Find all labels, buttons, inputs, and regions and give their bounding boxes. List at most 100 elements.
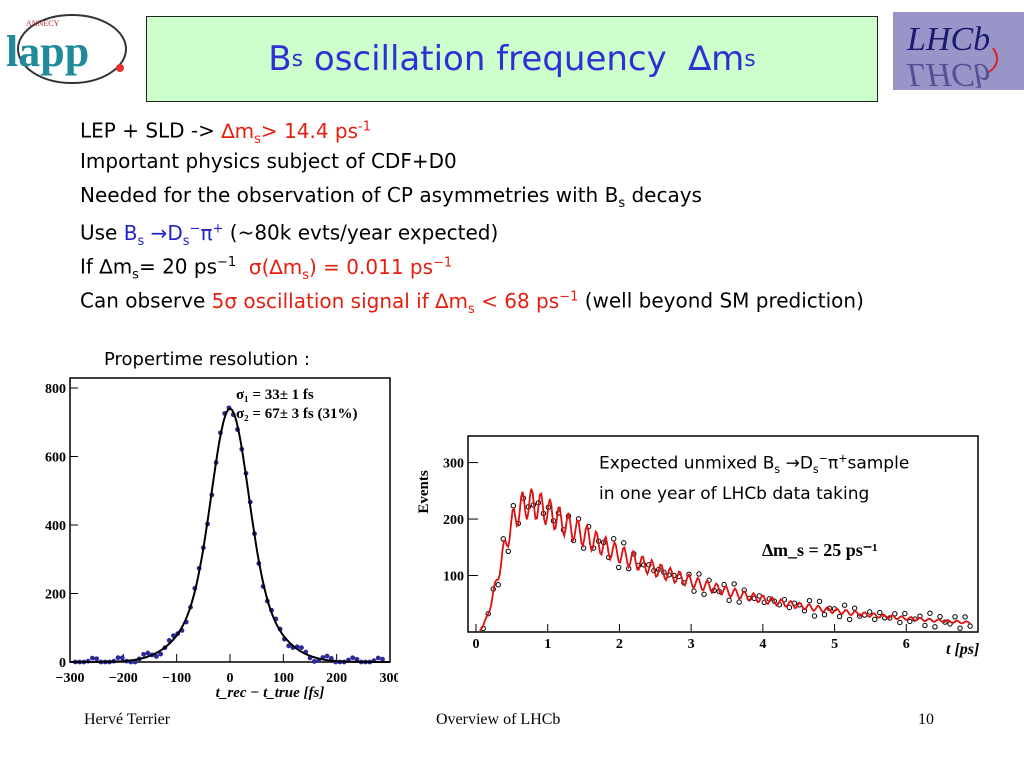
right-ytick-label: 100 xyxy=(443,570,464,585)
right-data-point xyxy=(816,598,823,605)
right-xtick-label: 2 xyxy=(616,637,623,652)
sigma1-label: σ₁ = 33± 1 fs xyxy=(236,387,314,403)
right-data-point xyxy=(952,614,958,620)
lapp-main-text: lapp xyxy=(6,27,89,76)
right-data-point xyxy=(897,619,903,626)
right-data-point xyxy=(851,605,858,611)
left-ytick-label: 400 xyxy=(45,519,66,534)
bullet-important-physics: Important physics subject of CDF+D0 xyxy=(80,149,457,173)
right-data-point xyxy=(731,581,737,587)
left-data-point xyxy=(119,655,125,661)
footer-author: Hervé Terrier xyxy=(84,711,171,728)
right-plot-caption: Expected unmixed Bs →Ds−π+sample in one … xyxy=(599,447,910,507)
right-data-point xyxy=(846,616,853,623)
right-plot-ylabel: Events xyxy=(416,470,432,514)
right-data-point xyxy=(877,609,883,616)
lapp-annecy-text: ANNECY xyxy=(26,19,60,28)
right-ytick-label: 200 xyxy=(443,513,464,528)
propertime-resolution-label: Propertime resolution : xyxy=(104,349,310,370)
left-xtick-label: −200 xyxy=(109,671,138,686)
right-data-point xyxy=(967,623,973,629)
right-data-point xyxy=(485,611,491,617)
lhcb-logo-text: LHCb xyxy=(906,21,990,58)
right-data-point xyxy=(696,571,702,577)
right-data-point xyxy=(856,613,863,619)
lhcb-logo: LHCb LHCb xyxy=(893,12,1024,93)
right-xtick-label: 3 xyxy=(688,637,695,652)
right-data-point xyxy=(701,591,707,597)
sigma2-label: σ₂ = 67± 3 fs (31%) xyxy=(236,406,358,422)
footer-title: Overview of LHCb xyxy=(436,711,561,728)
left-data-point xyxy=(145,650,151,656)
right-data-point xyxy=(962,614,968,620)
left-xtick-label: 100 xyxy=(273,671,294,686)
right-xtick-label: 5 xyxy=(831,637,838,652)
right-xtick-label: 1 xyxy=(544,637,551,652)
right-data-point xyxy=(902,610,908,617)
right-data-point xyxy=(786,604,793,611)
right-plot-xlabel: t [ps] xyxy=(946,641,979,658)
right-xtick-label: 4 xyxy=(759,637,766,652)
right-data-point xyxy=(937,613,943,620)
slide-number: 10 xyxy=(918,711,934,728)
right-data-point xyxy=(736,599,742,605)
left-xtick-label: −100 xyxy=(162,671,191,686)
left-ytick-label: 800 xyxy=(45,382,66,397)
left-data-point xyxy=(311,659,317,664)
dms-annotation: ∆m_s = 25 ps⁻¹ xyxy=(762,540,878,560)
right-data-point xyxy=(836,613,843,620)
left-xtick-label: 300 xyxy=(380,671,399,686)
left-xtick-label: −300 xyxy=(56,671,85,686)
right-xtick-label: 6 xyxy=(903,637,910,652)
bullet-if-dms: If ∆ms= 20 ps−1 σ(∆ms) = 0.011 ps−1 xyxy=(80,254,453,283)
right-data-point xyxy=(907,618,913,625)
left-data-point xyxy=(115,655,121,661)
delta-symbol: ∆ xyxy=(688,39,712,79)
caption-line-2: in one year of LHCb data taking xyxy=(599,484,870,505)
left-data-point xyxy=(375,655,381,661)
left-data-point xyxy=(354,656,360,662)
right-data-point xyxy=(872,616,878,623)
right-data-point xyxy=(495,581,501,588)
left-ytick-label: 600 xyxy=(45,451,66,466)
left-data-point xyxy=(154,654,159,659)
left-data-point xyxy=(158,651,164,657)
left-data-point xyxy=(350,655,356,661)
left-ytick-label: 200 xyxy=(45,588,66,603)
left-data-point xyxy=(141,651,146,657)
right-data-point xyxy=(621,540,627,546)
left-data-point xyxy=(90,655,95,661)
right-data-point xyxy=(922,622,928,629)
bullet-can-observe: Can observe 5σ oscillation signal if ∆ms… xyxy=(80,288,864,317)
right-data-point xyxy=(932,624,938,630)
right-data-point xyxy=(867,609,873,615)
right-data-point xyxy=(841,602,848,608)
right-data-point xyxy=(691,588,697,594)
right-data-point xyxy=(505,548,511,554)
right-data-point xyxy=(957,625,963,631)
right-data-point xyxy=(726,597,732,604)
right-data-point xyxy=(610,536,617,542)
propertime-resolution-plot: 0 200 400 600 800 −300 −200 −100 0 100 200 300 σ₁ … xyxy=(45,377,399,701)
left-data-point xyxy=(380,656,385,662)
right-data-point xyxy=(821,611,828,618)
right-xtick-label: 0 xyxy=(473,637,480,652)
left-data-point xyxy=(286,643,292,649)
left-ytick-label: 0 xyxy=(59,656,66,671)
bullet-cp-asymmetries: Needed for the observation of CP asymmet… xyxy=(80,183,702,211)
right-data-point xyxy=(806,597,813,604)
right-data-point xyxy=(510,503,516,509)
left-data-point xyxy=(299,645,304,651)
left-data-point xyxy=(324,653,330,659)
bullet-lep-sld: LEP + SLD -> ∆ms> 14.4 ps-1 xyxy=(80,118,371,147)
right-data-point xyxy=(927,610,933,616)
right-ytick-label: 300 xyxy=(443,457,464,472)
lapp-logo: ANNECY lapp xyxy=(0,6,132,86)
left-data-point xyxy=(94,656,100,662)
right-data-point xyxy=(811,613,818,619)
caption-line-1: Expected unmixed Bs →Ds−π+sample xyxy=(599,452,910,477)
svg-text:LHCb: LHCb xyxy=(906,56,990,90)
right-data-point xyxy=(616,564,622,571)
left-xtick-label: 0 xyxy=(227,671,234,686)
